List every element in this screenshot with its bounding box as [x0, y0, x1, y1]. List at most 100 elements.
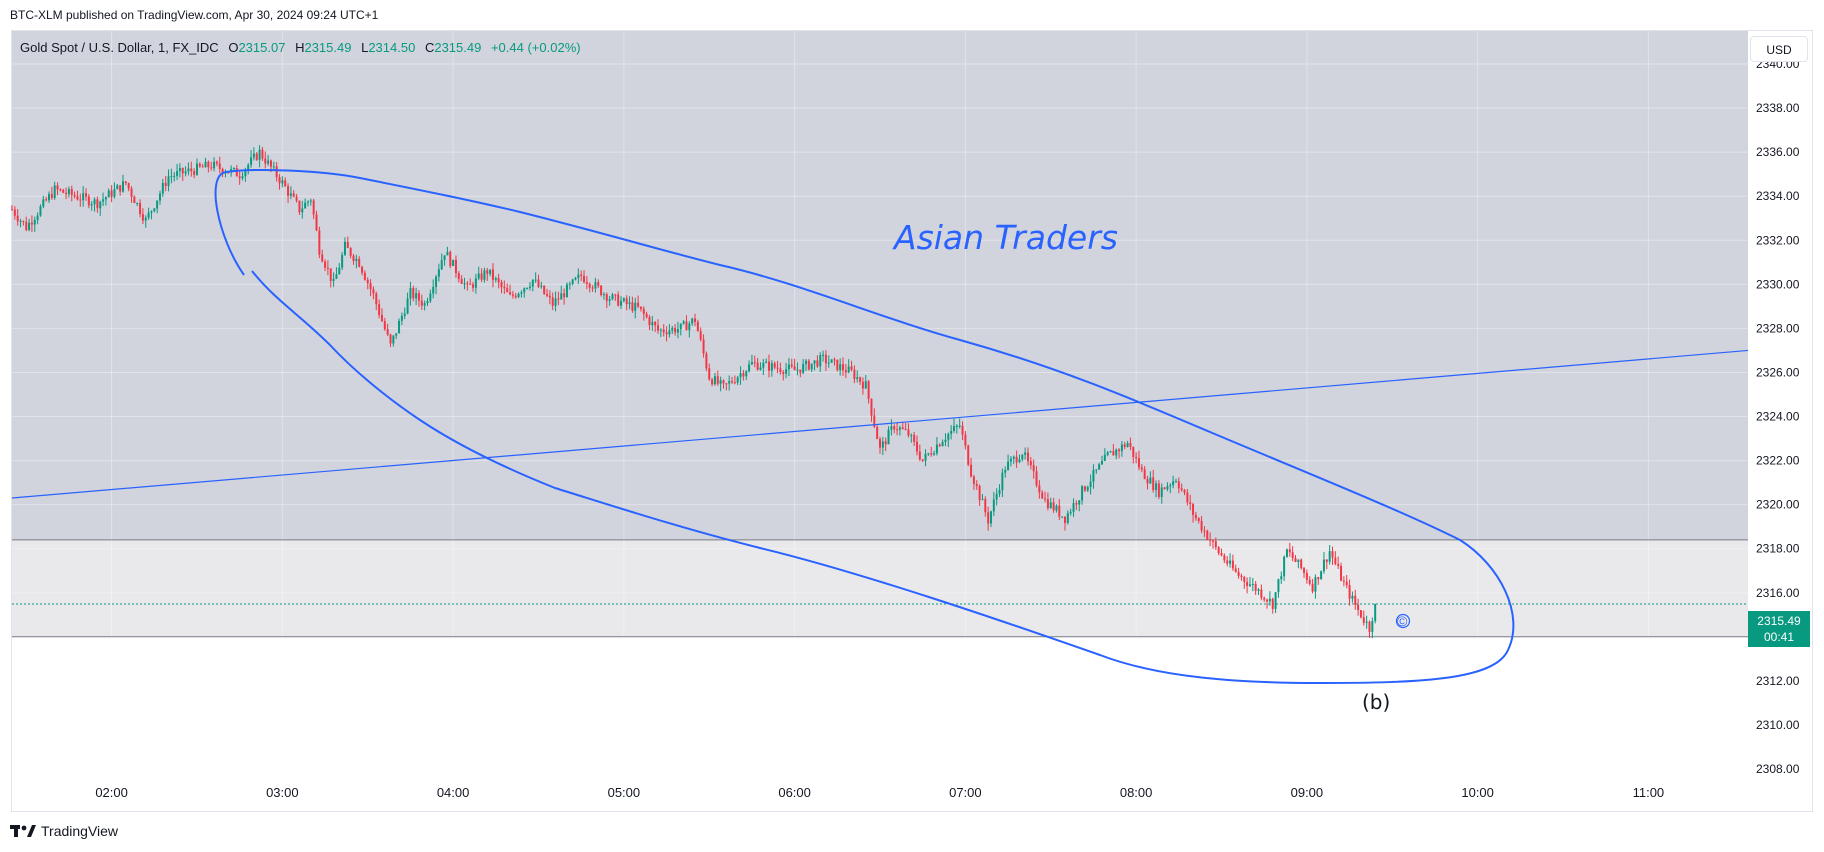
- candle-body: [1095, 469, 1098, 471]
- legend-close-value: 2315.49: [434, 40, 482, 55]
- time-tick-label: 08:00: [1120, 785, 1153, 800]
- candle-body: [372, 289, 375, 294]
- candle-body: [1328, 551, 1331, 562]
- candle-body: [1368, 621, 1371, 632]
- candle-body: [719, 380, 722, 384]
- candle-body: [856, 377, 859, 379]
- candle-body: [676, 329, 679, 333]
- candle-body: [1072, 503, 1075, 512]
- candle-body: [731, 381, 734, 383]
- candle-body: [904, 428, 907, 430]
- candle-body: [440, 259, 443, 270]
- candle-body: [82, 193, 85, 201]
- candle-body: [119, 185, 122, 192]
- candle-body: [947, 433, 950, 440]
- candle-body: [446, 251, 449, 256]
- candle-body: [651, 322, 654, 326]
- candle-body: [469, 283, 472, 285]
- candle-body: [19, 220, 22, 222]
- candle-body: [204, 161, 207, 168]
- candle-body: [1160, 487, 1163, 497]
- candle-body: [1209, 539, 1212, 541]
- price-tick-label: 2332.00: [1756, 233, 1800, 247]
- candle-body: [426, 301, 429, 304]
- grid-layer: [12, 31, 1748, 780]
- candle-body: [201, 166, 204, 168]
- candle-body: [742, 373, 745, 377]
- candle-body: [133, 196, 136, 204]
- candle-body: [520, 292, 523, 294]
- candle-body: [1322, 559, 1325, 572]
- candle-body: [1254, 583, 1257, 591]
- candle-body: [250, 157, 253, 165]
- candle-body: [386, 329, 389, 335]
- copyright-icon-circle: [1395, 613, 1411, 629]
- candle-body: [648, 317, 651, 326]
- candle-body: [178, 168, 181, 172]
- candle-body: [1078, 500, 1081, 505]
- candle-body: [1046, 499, 1049, 508]
- candle-body: [1194, 514, 1197, 518]
- candle-body: [833, 359, 836, 361]
- tradingview-watermark[interactable]: TradingView: [10, 823, 118, 839]
- candle-body: [995, 493, 998, 500]
- candle-body: [486, 270, 489, 274]
- candle-body: [671, 327, 674, 331]
- publisher-line: BTC-XLM published on TradingView.com, Ap…: [10, 8, 379, 22]
- chart-frame[interactable]: [11, 30, 1813, 812]
- candle-body: [881, 441, 884, 448]
- candle-body: [153, 208, 156, 211]
- time-tick-label: 04:00: [437, 785, 470, 800]
- candle-body: [406, 298, 409, 314]
- candle-body: [759, 367, 762, 370]
- candle-body: [1271, 598, 1274, 610]
- candle-body: [244, 169, 247, 177]
- candle-body: [1152, 477, 1155, 491]
- candle-body: [921, 459, 924, 461]
- candle-body: [847, 366, 850, 373]
- candle-body: [42, 199, 45, 207]
- candle-body: [1100, 460, 1103, 465]
- candle-body: [161, 182, 164, 194]
- candle-body: [1206, 530, 1209, 540]
- candle-body: [859, 377, 862, 382]
- candle-body: [617, 294, 620, 306]
- tradingview-logo-icon: [10, 825, 36, 837]
- candle-body: [127, 183, 130, 189]
- candle-body: [1240, 575, 1243, 578]
- price-tick-label: 2330.00: [1756, 277, 1800, 291]
- candle-body: [987, 512, 990, 524]
- trend-line[interactable]: [11, 349, 1749, 499]
- candle-body: [537, 279, 540, 287]
- currency-button[interactable]: USD: [1750, 36, 1808, 62]
- candle-body: [1026, 452, 1029, 462]
- candle-body: [247, 164, 250, 170]
- candle-body: [1115, 449, 1118, 456]
- candle-body: [756, 362, 759, 370]
- candle-body: [713, 376, 716, 385]
- candle-body: [822, 354, 825, 356]
- candle-body: [1132, 446, 1135, 458]
- candle-body: [315, 214, 318, 231]
- drawings-layer: [11, 169, 1749, 685]
- candle-body: [805, 360, 808, 364]
- ellipse-drawing[interactable]: [214, 169, 1515, 685]
- symbol-legend[interactable]: Gold Spot / U.S. Dollar, 1, FX_IDC O2315…: [20, 40, 581, 55]
- candle-body: [574, 277, 577, 280]
- candle-body: [665, 332, 668, 335]
- candle-body: [944, 439, 947, 442]
- candle-body: [329, 268, 332, 281]
- candle-body: [358, 258, 361, 267]
- candle-body: [1371, 620, 1374, 632]
- price-tick-label: 2338.00: [1756, 101, 1800, 115]
- candle-body: [184, 171, 187, 174]
- candle-body: [645, 313, 648, 318]
- price-tick-label: 2326.00: [1756, 365, 1800, 379]
- candle-body: [1226, 560, 1229, 564]
- candle-body: [816, 360, 819, 367]
- asian-traders-label: Asian Traders: [892, 218, 1118, 257]
- candle-body: [304, 202, 307, 209]
- time-tick-label: 06:00: [778, 785, 811, 800]
- candle-body: [716, 376, 719, 384]
